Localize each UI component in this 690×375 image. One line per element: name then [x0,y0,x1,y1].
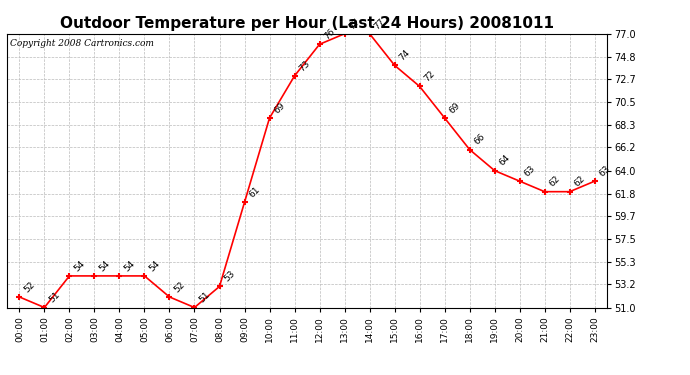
Text: 61: 61 [247,185,262,200]
Text: 74: 74 [397,48,412,63]
Text: 54: 54 [72,259,87,273]
Text: 66: 66 [473,132,487,147]
Text: 52: 52 [22,280,37,294]
Text: 72: 72 [422,69,437,84]
Text: 52: 52 [172,280,187,294]
Text: 51: 51 [197,290,212,305]
Text: 69: 69 [447,101,462,115]
Text: 53: 53 [222,269,237,284]
Text: 62: 62 [547,174,562,189]
Text: 77: 77 [373,16,387,31]
Text: 62: 62 [573,174,587,189]
Text: 63: 63 [522,164,537,178]
Title: Outdoor Temperature per Hour (Last 24 Hours) 20081011: Outdoor Temperature per Hour (Last 24 Ho… [60,16,554,31]
Text: 63: 63 [598,164,612,178]
Text: 73: 73 [297,58,312,73]
Text: 64: 64 [497,153,512,168]
Text: 76: 76 [322,27,337,42]
Text: 54: 54 [97,259,112,273]
Text: 77: 77 [347,16,362,31]
Text: Copyright 2008 Cartronics.com: Copyright 2008 Cartronics.com [10,39,154,48]
Text: 51: 51 [47,290,61,305]
Text: 54: 54 [122,259,137,273]
Text: 54: 54 [147,259,161,273]
Text: 69: 69 [273,101,287,115]
